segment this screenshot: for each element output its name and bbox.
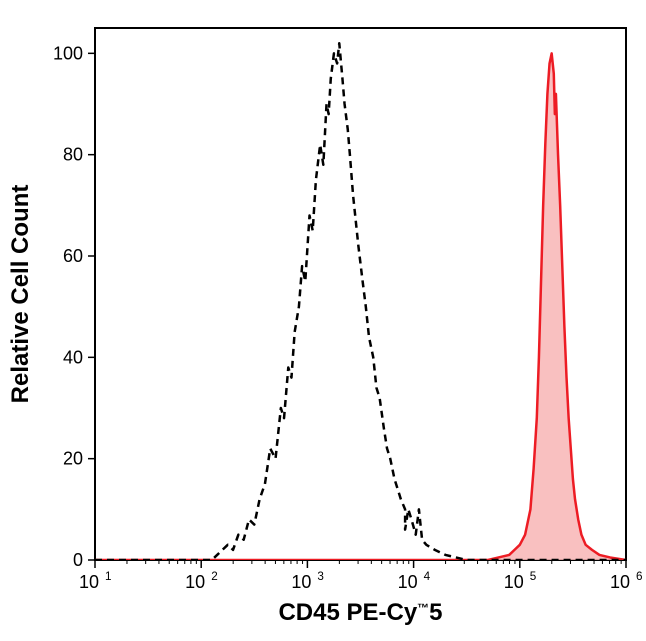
svg-text:4: 4	[424, 570, 431, 583]
svg-text:2: 2	[211, 570, 218, 583]
svg-text:10: 10	[504, 572, 524, 592]
chart-svg: 020406080100101102103104105106CD45 PE-Cy…	[0, 0, 646, 641]
y-tick-label: 40	[63, 347, 83, 367]
y-tick-label: 0	[73, 550, 83, 570]
y-axis-label: Relative Cell Count	[7, 185, 34, 404]
svg-text:1: 1	[105, 570, 112, 583]
svg-text:6: 6	[636, 570, 643, 583]
svg-text:10: 10	[398, 572, 418, 592]
y-tick-label: 20	[63, 449, 83, 469]
svg-text:10: 10	[79, 572, 99, 592]
svg-text:3: 3	[317, 570, 324, 583]
svg-text:10: 10	[610, 572, 630, 592]
y-tick-label: 60	[63, 246, 83, 266]
y-tick-label: 80	[63, 145, 83, 165]
svg-text:5: 5	[530, 570, 537, 583]
svg-text:10: 10	[185, 572, 205, 592]
svg-text:10: 10	[291, 572, 311, 592]
y-tick-label: 100	[53, 43, 83, 63]
flow-cytometry-histogram: 020406080100101102103104105106CD45 PE-Cy…	[0, 0, 646, 641]
